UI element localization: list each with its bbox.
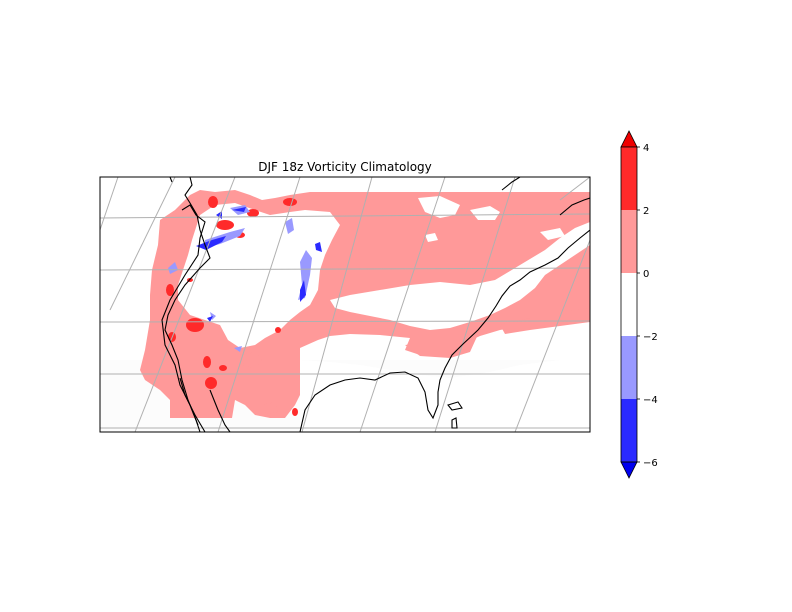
colorbar-bin-0-to-2 bbox=[621, 210, 637, 273]
vorticity-neutral-patch-3 bbox=[425, 233, 438, 242]
colorbar-under-extend bbox=[620, 461, 638, 479]
colorbar-bin-2-to-4 bbox=[621, 147, 637, 210]
vorticity-positive-patch-florida bbox=[405, 330, 480, 358]
colorbar-frame bbox=[620, 146, 638, 463]
colorbar-tick-label: 0 bbox=[643, 269, 649, 280]
colorbar-tick-label: −6 bbox=[643, 458, 658, 469]
map-frame bbox=[99, 176, 591, 433]
vorticity-neutral-patch-1 bbox=[418, 196, 460, 218]
colorbar-tick-label: 2 bbox=[643, 206, 649, 217]
chart-title: DJF 18z Vorticity Climatology bbox=[258, 160, 432, 174]
colorbar-bin-neg6-to-neg4 bbox=[621, 399, 637, 462]
colorbar-bin-neg2-to-0 bbox=[621, 273, 637, 336]
colorbar-ticks bbox=[637, 146, 640, 463]
colorbar-over-extend bbox=[620, 130, 638, 148]
colorbar-tick-label: 4 bbox=[643, 143, 649, 154]
colorbar-bin-neg4-to-neg2 bbox=[621, 336, 637, 399]
colorbar: 4 2 0 −2 −4 −6 bbox=[620, 130, 658, 479]
map-gridlines bbox=[100, 177, 590, 432]
vorticity-neutral-patch-2 bbox=[470, 206, 500, 220]
vorticity-neutral-east bbox=[330, 222, 590, 330]
vorticity-positive-patch-south bbox=[262, 402, 278, 414]
map-panel bbox=[99, 176, 591, 433]
vorticity-neutral-patch-4 bbox=[540, 228, 565, 240]
map-coastlines bbox=[161, 177, 590, 432]
colorbar-tick-label: −2 bbox=[643, 332, 658, 343]
vorticity-positive-patch-southwest bbox=[242, 352, 262, 368]
vorticity-neutral-gulf bbox=[300, 358, 590, 432]
colorbar-tick-label: −4 bbox=[643, 395, 658, 406]
